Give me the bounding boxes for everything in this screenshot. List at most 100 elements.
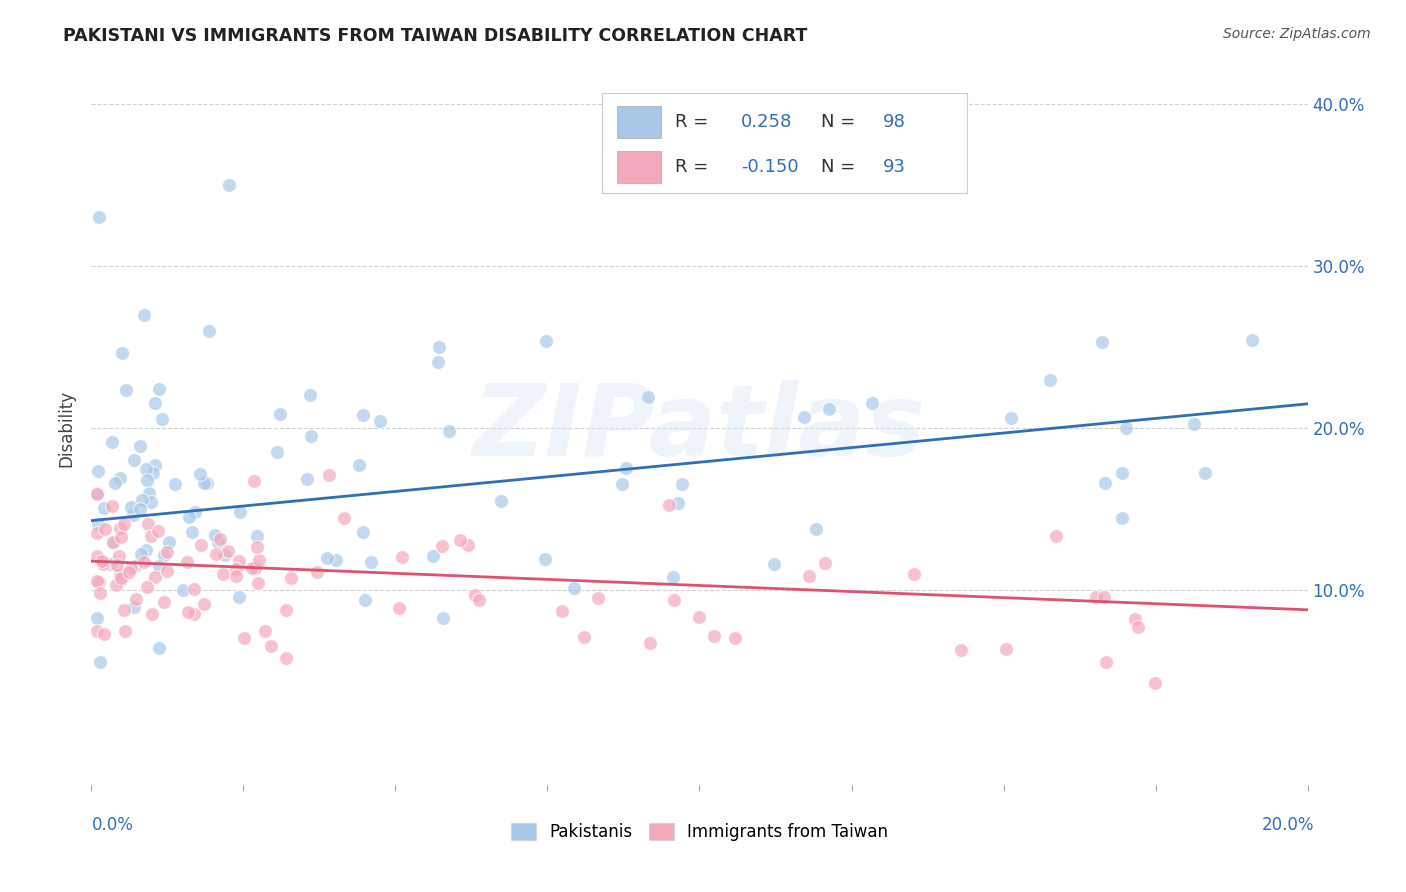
- Point: [143, 569, 166, 583]
- Point: [671, 477, 693, 491]
- Point: [360, 555, 382, 569]
- Point: [316, 551, 339, 566]
- Point: [114, 624, 136, 638]
- Point: [427, 355, 450, 369]
- Point: [165, 477, 187, 491]
- Point: [176, 555, 198, 569]
- Point: [142, 467, 165, 481]
- Point: [112, 603, 135, 617]
- Point: [91, 554, 114, 568]
- Point: [110, 567, 132, 582]
- Point: [122, 452, 145, 467]
- Point: [141, 607, 163, 621]
- Point: [139, 529, 162, 543]
- Point: [228, 591, 250, 605]
- Point: [724, 631, 747, 645]
- Point: [804, 522, 827, 536]
- Point: [457, 538, 479, 552]
- Point: [368, 414, 391, 428]
- Point: [703, 629, 725, 643]
- Point: [135, 462, 157, 476]
- Point: [190, 538, 212, 552]
- Point: [217, 544, 239, 558]
- Point: [87, 464, 110, 478]
- Point: [274, 650, 297, 665]
- Point: [464, 588, 486, 602]
- Point: [391, 550, 413, 565]
- Point: [122, 508, 145, 522]
- Point: [107, 549, 129, 563]
- Point: [1045, 529, 1067, 543]
- Point: [536, 334, 558, 348]
- Point: [240, 561, 263, 575]
- Point: [114, 383, 136, 397]
- Text: Source: ZipAtlas.com: Source: ZipAtlas.com: [1223, 27, 1371, 41]
- Point: [103, 536, 125, 550]
- Point: [762, 558, 785, 572]
- Point: [534, 552, 557, 566]
- Point: [352, 525, 374, 540]
- Point: [214, 548, 236, 562]
- Point: [1000, 411, 1022, 425]
- Point: [666, 496, 689, 510]
- Point: [146, 524, 169, 538]
- Point: [120, 500, 142, 515]
- Point: [218, 178, 240, 192]
- Point: [586, 591, 609, 605]
- Point: [1194, 467, 1216, 481]
- Point: [89, 586, 111, 600]
- Point: [122, 599, 145, 614]
- Point: [429, 340, 451, 354]
- Point: [148, 640, 170, 655]
- Point: [132, 308, 155, 322]
- Point: [299, 388, 322, 402]
- Point: [688, 610, 710, 624]
- Point: [89, 655, 111, 669]
- Point: [93, 522, 115, 536]
- Point: [101, 499, 124, 513]
- Point: [269, 408, 291, 422]
- Point: [246, 529, 269, 543]
- Point: [135, 580, 157, 594]
- Point: [204, 547, 226, 561]
- Point: [1111, 466, 1133, 480]
- Point: [148, 559, 170, 574]
- Point: [664, 593, 686, 607]
- Point: [229, 505, 252, 519]
- Point: [793, 410, 815, 425]
- Point: [150, 412, 173, 426]
- Point: [86, 610, 108, 624]
- Point: [562, 581, 585, 595]
- Point: [1126, 619, 1149, 633]
- Point: [110, 573, 132, 587]
- Point: [1123, 612, 1146, 626]
- Point: [108, 471, 131, 485]
- Point: [318, 468, 340, 483]
- Point: [354, 592, 377, 607]
- Point: [129, 502, 152, 516]
- Point: [138, 486, 160, 500]
- Point: [86, 525, 108, 540]
- Point: [1094, 475, 1116, 490]
- Point: [260, 639, 283, 653]
- Y-axis label: Disability: Disability: [58, 390, 76, 467]
- Point: [152, 595, 174, 609]
- Point: [449, 533, 471, 548]
- Point: [228, 554, 250, 568]
- Point: [208, 532, 231, 546]
- Point: [247, 553, 270, 567]
- Point: [132, 555, 155, 569]
- Point: [193, 475, 215, 490]
- Point: [280, 571, 302, 585]
- Point: [98, 557, 121, 571]
- Point: [138, 516, 160, 531]
- Point: [253, 624, 276, 638]
- Point: [574, 630, 596, 644]
- Point: [246, 541, 269, 555]
- Point: [129, 439, 152, 453]
- Point: [247, 576, 270, 591]
- Point: [422, 549, 444, 564]
- Point: [86, 486, 108, 500]
- Point: [91, 557, 114, 571]
- Point: [172, 583, 194, 598]
